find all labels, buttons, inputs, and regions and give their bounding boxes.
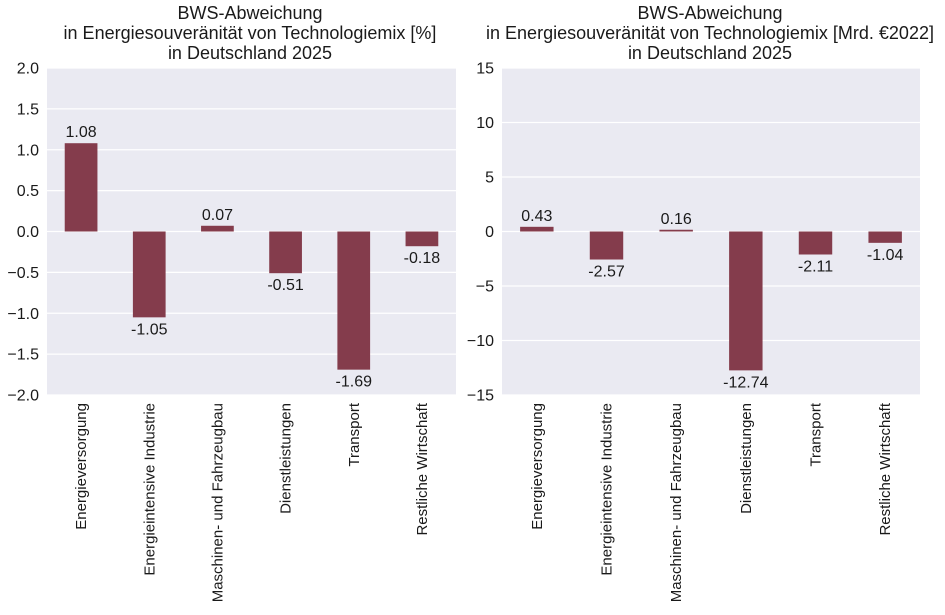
data-label: -1.69 [336, 374, 373, 391]
x-tick-label: Restliche Wirtschaft [877, 402, 894, 535]
chart-title: in Energiesouveränität von Technologiemi… [64, 23, 437, 43]
y-tick-label: 0.5 [17, 183, 39, 200]
y-tick-label: 2.0 [17, 61, 39, 78]
y-tick-label: 15 [476, 61, 494, 78]
data-label: -12.74 [723, 374, 768, 391]
chart-title: in Energiesouveränität von Technologiemi… [486, 23, 934, 43]
bar [405, 231, 439, 247]
data-label: -1.05 [131, 321, 168, 338]
bar [269, 231, 302, 274]
data-label: 1.08 [66, 124, 97, 141]
x-tick-label: Transport [346, 402, 363, 466]
bar [520, 226, 554, 232]
x-tick-label: Transport [808, 402, 825, 466]
y-tick-label: −2.0 [7, 388, 39, 405]
bar [798, 231, 833, 255]
x-tick-label: Energieversorgung [73, 403, 90, 530]
y-tick-label: −1.0 [7, 306, 39, 323]
y-tick-label: 5 [485, 170, 494, 187]
data-label: -2.57 [588, 264, 625, 281]
bar [64, 143, 98, 232]
chart-title: in Deutschland 2025 [628, 43, 792, 63]
bar [201, 225, 234, 232]
x-tick-label: Energieintensive Industrie [599, 403, 616, 576]
x-tick-label: Energieintensive Industrie [141, 403, 158, 576]
y-tick-label: 10 [476, 115, 494, 132]
x-tick-label: Maschinen- und Fahrzeugbau [209, 403, 226, 602]
bar [868, 231, 902, 243]
y-tick-label: −1.5 [7, 347, 39, 364]
x-tick-label: Restliche Wirtschaft [414, 402, 431, 535]
y-tick-label: −5 [476, 279, 494, 296]
y-tick-label: 0.0 [17, 224, 39, 241]
y-tick-label: −0.5 [7, 265, 39, 282]
bar [589, 231, 624, 260]
x-tick-label: Maschinen- und Fahrzeugbau [668, 403, 685, 602]
y-tick-label: 0 [485, 224, 494, 241]
x-tick-label: Energieversorgung [529, 403, 546, 530]
x-tick-label: Dienstleistungen [278, 403, 295, 514]
chart-title: in Deutschland 2025 [168, 43, 332, 63]
data-label: 0.16 [661, 211, 692, 228]
x-tick-label: Dienstleistungen [738, 403, 755, 514]
chart-title: BWS-Abweichung [177, 3, 322, 23]
bar [659, 229, 693, 232]
y-tick-label: −15 [467, 388, 494, 405]
data-label: -2.11 [798, 258, 833, 275]
data-label: -0.51 [267, 277, 304, 294]
data-label: -1.04 [867, 247, 904, 264]
data-label: 0.43 [521, 208, 552, 225]
data-label: -0.18 [404, 250, 441, 267]
bar [337, 231, 371, 370]
bar [132, 231, 166, 318]
bar [729, 231, 763, 371]
chart-1: 2.0 1.5 1.0 0.5 0.0 −0.5 −1.0 −1.5 −2.0 BWS-Abwei… [7, 3, 456, 602]
y-tick-label: −10 [467, 333, 494, 350]
chart-title: BWS-Abweichung [637, 3, 782, 23]
y-tick-label: 1.5 [17, 101, 39, 118]
y-tick-label: 1.0 [17, 142, 39, 159]
data-label: 0.07 [202, 207, 233, 224]
